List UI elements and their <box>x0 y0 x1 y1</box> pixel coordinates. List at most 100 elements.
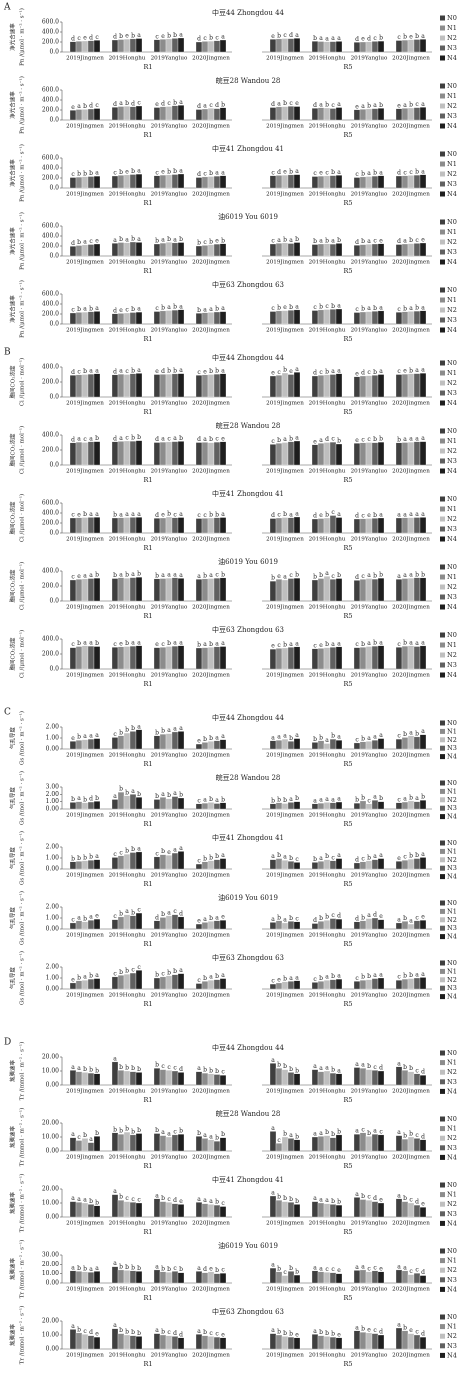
significance-letter: d <box>313 370 317 377</box>
significance-letter: d <box>421 1331 425 1338</box>
significance-letter: c <box>125 435 129 442</box>
significance-letter: e <box>355 437 359 444</box>
y-tick-label: 0.00 <box>46 1214 60 1221</box>
bar <box>419 372 427 398</box>
bar <box>317 921 325 930</box>
y-tick-label: 400.0 <box>42 568 59 575</box>
bar <box>219 1337 227 1350</box>
bar <box>69 246 77 257</box>
significance-letter: e <box>367 1326 371 1333</box>
bar <box>281 38 289 53</box>
bar <box>407 39 415 53</box>
bar <box>407 1202 415 1218</box>
bar <box>293 1274 301 1284</box>
significance-letter: b <box>131 909 135 916</box>
significance-letter: b <box>77 974 81 981</box>
significance-letter: a <box>89 511 93 518</box>
bar <box>93 517 101 534</box>
stage-label: R1 <box>143 1294 152 1302</box>
bar <box>81 109 89 121</box>
bar <box>311 742 319 750</box>
legend-swatch <box>440 380 445 386</box>
significance-letter: b <box>119 169 123 176</box>
bar <box>395 980 403 990</box>
bar <box>81 374 89 398</box>
significance-letter: c <box>77 368 81 375</box>
significance-letter: b <box>197 307 201 314</box>
x-tick-label: 2019Yangluo <box>351 1353 388 1359</box>
y-tick-label: 2.00 <box>46 964 60 971</box>
legend-label: N3 <box>447 180 457 188</box>
significance-letter: a <box>277 734 281 741</box>
significance-letter: b <box>167 792 171 799</box>
significance-letter: a <box>409 918 413 925</box>
significance-letter: b <box>131 725 135 732</box>
bar <box>281 517 289 534</box>
bar <box>171 1336 179 1350</box>
bar <box>207 802 215 810</box>
significance-letter: c <box>331 854 335 861</box>
significance-letter: a <box>325 1197 329 1204</box>
significance-letter: b <box>331 973 335 980</box>
legend-swatch <box>440 780 445 786</box>
bar <box>195 375 203 398</box>
bar <box>293 440 301 466</box>
bar <box>365 646 373 670</box>
y-tick-label: 0.00 <box>46 1346 60 1353</box>
legend-label: N4 <box>447 1351 457 1359</box>
significance-letter: b <box>167 32 171 39</box>
significance-letter: c <box>155 33 159 40</box>
bar <box>407 577 415 602</box>
significance-letter: a <box>71 1264 75 1271</box>
bar <box>287 921 295 930</box>
bar <box>81 244 89 257</box>
bar <box>269 1063 277 1086</box>
significance-letter: b <box>403 1195 407 1202</box>
bar <box>311 803 319 810</box>
x-tick-label: 2019Jingmen <box>266 873 304 879</box>
bar <box>93 441 101 466</box>
bar <box>159 310 167 325</box>
legend-swatch <box>440 516 445 522</box>
significance-letter: b <box>197 642 201 649</box>
bar <box>75 41 83 53</box>
bar <box>293 646 301 670</box>
significance-letter: b <box>89 1198 93 1205</box>
bar <box>159 174 167 189</box>
significance-letter: c <box>373 238 377 245</box>
bar <box>293 38 301 53</box>
legend-label: N3 <box>447 661 457 669</box>
significance-letter: a <box>161 1129 165 1136</box>
significance-letter: b <box>295 795 299 802</box>
significance-letter: b <box>215 1068 219 1075</box>
significance-letter: b <box>209 1067 213 1074</box>
x-tick-label: 2019Yangluo <box>351 1155 388 1161</box>
significance-letter: b <box>289 1066 293 1073</box>
bar <box>377 175 385 189</box>
significance-letter: d <box>215 102 219 109</box>
significance-letter: a <box>89 640 93 647</box>
significance-letter: b <box>373 305 377 312</box>
significance-letter: d <box>179 1331 183 1338</box>
significance-letter: b <box>289 915 293 922</box>
significance-letter: a <box>173 640 177 647</box>
legend-swatch <box>440 93 445 99</box>
x-tick-label: 2019Jingmen <box>266 673 304 679</box>
significance-letter: a <box>403 436 407 443</box>
x-tick-label: 2019Yangluo <box>151 124 188 130</box>
chart-title: 中豆44 Zhongdou 44 <box>212 1043 285 1052</box>
x-tick-label: 2020Jingmen <box>392 469 430 475</box>
bar <box>335 740 343 750</box>
significance-letter: b <box>277 1194 281 1201</box>
significance-letter: b <box>125 848 129 855</box>
significance-letter: e <box>77 573 81 580</box>
significance-letter: a <box>137 32 141 39</box>
x-tick-label: 2019Jingmen <box>266 1221 304 1227</box>
significance-letter: a <box>197 1328 201 1335</box>
chart-title: 皖豆28 Wandou 28 <box>216 76 281 85</box>
bar <box>323 175 331 189</box>
significance-letter: b <box>161 848 165 855</box>
bar <box>311 310 319 325</box>
significance-letter: c <box>137 100 141 107</box>
bar <box>81 980 89 990</box>
